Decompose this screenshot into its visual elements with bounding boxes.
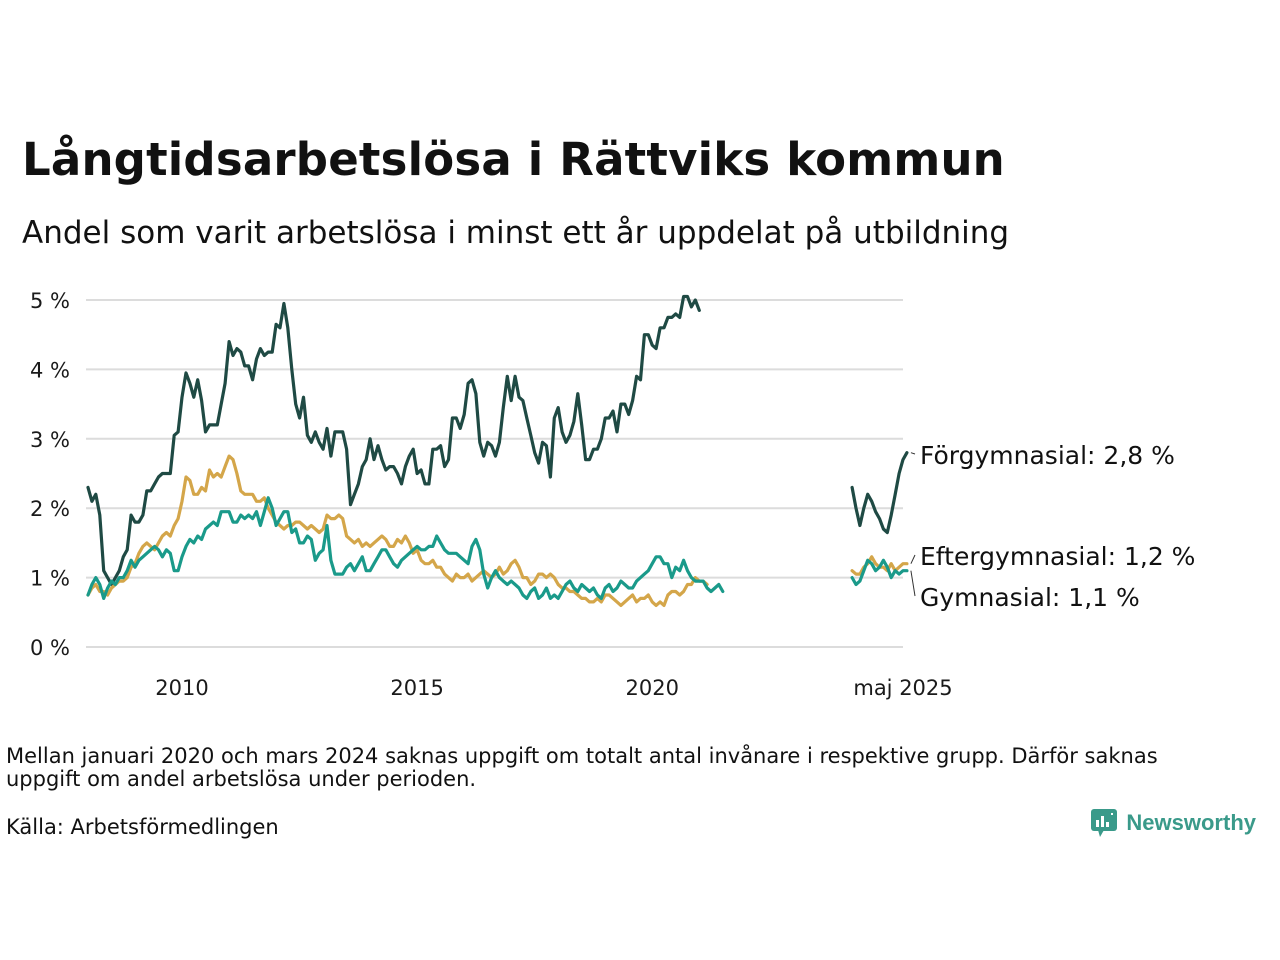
y-tick-label: 5 %	[30, 289, 70, 313]
newsworthy-logo-icon	[1091, 809, 1118, 837]
gridlines	[86, 299, 903, 648]
x-tick-label: 2010	[155, 676, 208, 700]
series-line-förgymnasial	[850, 451, 909, 535]
source-credit: Källa: Arbetsförmedlingen	[6, 815, 279, 839]
x-tick-label: maj 2025	[853, 676, 952, 700]
series-line-förgymnasial	[86, 294, 701, 587]
end-label-eftergymnasial: Eftergymnasial: 1,2 %	[920, 542, 1195, 571]
y-axis-ticks: 0 % 1 % 2 % 3 % 4 % 5 %	[30, 289, 70, 660]
x-axis-ticks: 2010 2015 2020 maj 2025	[155, 676, 952, 700]
y-tick-label: 0 %	[30, 636, 70, 660]
series-lines	[86, 294, 909, 608]
label-leader-line	[910, 452, 916, 455]
x-tick-label: 2020	[626, 676, 679, 700]
y-tick-label: 2 %	[30, 497, 70, 521]
chart-subtitle: Andel som varit arbetslösa i minst ett å…	[22, 215, 1010, 251]
y-tick-label: 3 %	[30, 428, 70, 452]
end-label-förgymnasial: Förgymnasial: 2,8 %	[920, 441, 1175, 470]
x-tick-label: 2015	[390, 676, 443, 700]
line-chart: 0 %1 %2 %3 %4 %5 % 2010 2015 2020 maj 2025 …	[30, 289, 1195, 700]
series-line-eftergymnasial	[86, 454, 709, 608]
end-label-gymnasial: Gymnasial: 1,1 %	[920, 583, 1140, 612]
chart-title: Långtidsarbetslösa i Rättviks kommun	[22, 133, 1005, 186]
brand-name: Newsworthy	[1126, 810, 1256, 835]
label-leader-line	[910, 554, 916, 564]
brand-logo[interactable]: Newsworthy	[1090, 808, 1256, 838]
footnote: Mellan januari 2020 och mars 2024 saknas…	[6, 744, 1158, 791]
y-tick-label: 4 %	[30, 358, 70, 382]
series-line-gymnasial	[850, 558, 909, 587]
label-leader-line	[910, 570, 916, 597]
y-tick-label: 1 %	[30, 567, 70, 591]
series-line-gymnasial	[86, 496, 725, 601]
end-labels: Förgymnasial: 2,8 % Eftergymnasial: 1,2 %…	[910, 441, 1195, 612]
